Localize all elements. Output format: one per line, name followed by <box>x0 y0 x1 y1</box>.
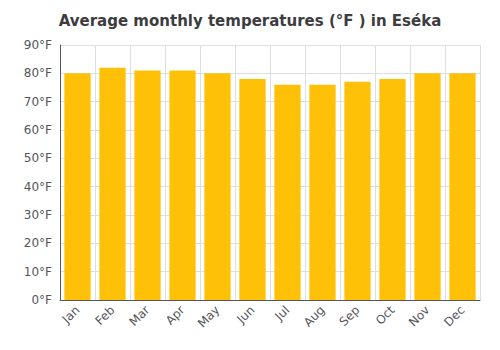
svg-text:Feb: Feb <box>93 303 118 328</box>
svg-text:Dec: Dec <box>441 303 467 329</box>
svg-text:Oct: Oct <box>373 303 398 328</box>
svg-text:Aug: Aug <box>301 303 327 329</box>
svg-text:Average monthly temperatures (: Average monthly temperatures (°F ) in Es… <box>59 12 442 30</box>
svg-text:70°F: 70°F <box>24 95 52 109</box>
svg-text:0°F: 0°F <box>31 293 52 307</box>
svg-text:50°F: 50°F <box>24 151 52 165</box>
svg-text:60°F: 60°F <box>24 123 52 137</box>
svg-text:30°F: 30°F <box>24 208 52 222</box>
svg-text:Jul: Jul <box>272 303 293 324</box>
svg-text:Sep: Sep <box>337 303 363 329</box>
svg-text:Apr: Apr <box>163 303 188 328</box>
svg-text:80°F: 80°F <box>24 66 52 80</box>
svg-text:20°F: 20°F <box>24 236 52 250</box>
svg-text:40°F: 40°F <box>24 180 52 194</box>
svg-text:Jan: Jan <box>59 303 83 327</box>
svg-text:May: May <box>195 303 222 330</box>
svg-text:Nov: Nov <box>406 303 432 329</box>
svg-text:Mar: Mar <box>127 303 153 329</box>
svg-text:Jun: Jun <box>234 303 258 327</box>
svg-text:10°F: 10°F <box>24 265 52 279</box>
svg-text:90°F: 90°F <box>24 38 52 52</box>
